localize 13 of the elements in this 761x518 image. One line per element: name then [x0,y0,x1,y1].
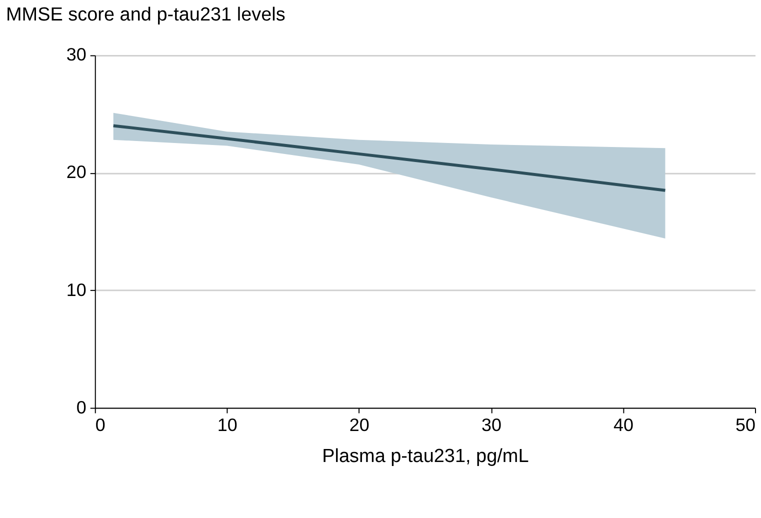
y-tick-label: 10 [66,280,86,300]
x-tick-label: 50 [736,415,756,436]
y-tick-label: 20 [66,162,86,182]
x-tick-label: 0 [95,415,106,436]
x-tick-label: 20 [349,415,370,436]
x-tick-label: 40 [613,415,634,436]
x-axis-title: Plasma p-tau231, pg/mL [322,446,529,468]
chart-title: MMSE score and p-tau231 levels [6,4,286,26]
line-series [112,124,667,192]
y-tick-label: 30 [66,44,86,65]
x-tick-label: 10 [217,415,238,436]
x-tick-label: 30 [481,415,502,436]
y-tick-label: 0 [76,397,86,418]
